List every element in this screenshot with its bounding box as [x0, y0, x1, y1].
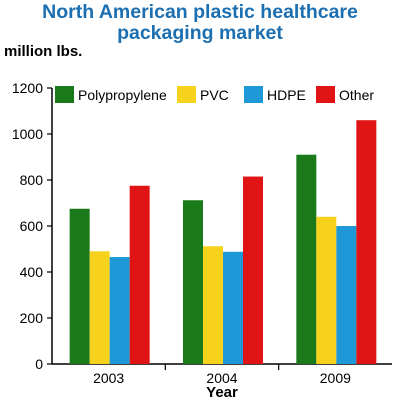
- bar-polypropylene-2004: [183, 200, 203, 364]
- legend-swatch-hdpe: [244, 86, 263, 103]
- legend-label-pvc: PVC: [200, 87, 229, 103]
- y-tick-label: 200: [20, 310, 44, 326]
- bar-hdpe-2009: [336, 226, 357, 364]
- x-tick-label: 2004: [206, 370, 237, 386]
- x-tick-label: 2009: [320, 370, 351, 386]
- y-tick-label: 1000: [12, 126, 43, 142]
- bar-hdpe-2004: [223, 251, 243, 364]
- bar-pvc-2003: [89, 251, 110, 364]
- y-tick-label: 800: [20, 172, 44, 188]
- legend-label-other: Other: [339, 87, 374, 103]
- bar-polypropylene-2003: [69, 208, 90, 364]
- bar-other-2004: [243, 176, 263, 364]
- bar-pvc-2004: [203, 246, 223, 364]
- x-axis-label: Year: [206, 384, 238, 400]
- chart-bars: [69, 120, 377, 364]
- y-axis-unit-label: million lbs.: [4, 43, 83, 60]
- legend-label-polypropylene: Polypropylene: [78, 87, 167, 103]
- y-tick-label: 400: [20, 264, 44, 280]
- bar-hdpe-2003: [109, 257, 130, 364]
- bar-polypropylene-2009: [296, 154, 317, 364]
- chart-title: North American plastic healthcare packag…: [42, 1, 358, 44]
- chart-axes: 0 200 400 600 800 1000 1200 2003 2004 2009 Year: [12, 80, 392, 400]
- chart-legend: Polypropylene PVC HDPE Other: [55, 86, 374, 103]
- legend-swatch-pvc: [177, 86, 196, 103]
- y-tick-label: 0: [35, 356, 43, 372]
- legend-swatch-other: [316, 86, 335, 103]
- y-tick-label: 1200: [12, 80, 43, 96]
- bar-other-2003: [129, 185, 150, 364]
- legend-swatch-polypropylene: [55, 86, 74, 103]
- legend-label-hdpe: HDPE: [267, 87, 306, 103]
- x-tick-label: 2003: [93, 370, 124, 386]
- bar-other-2009: [356, 120, 377, 364]
- y-tick-label: 600: [20, 218, 44, 234]
- bar-pvc-2009: [316, 216, 337, 364]
